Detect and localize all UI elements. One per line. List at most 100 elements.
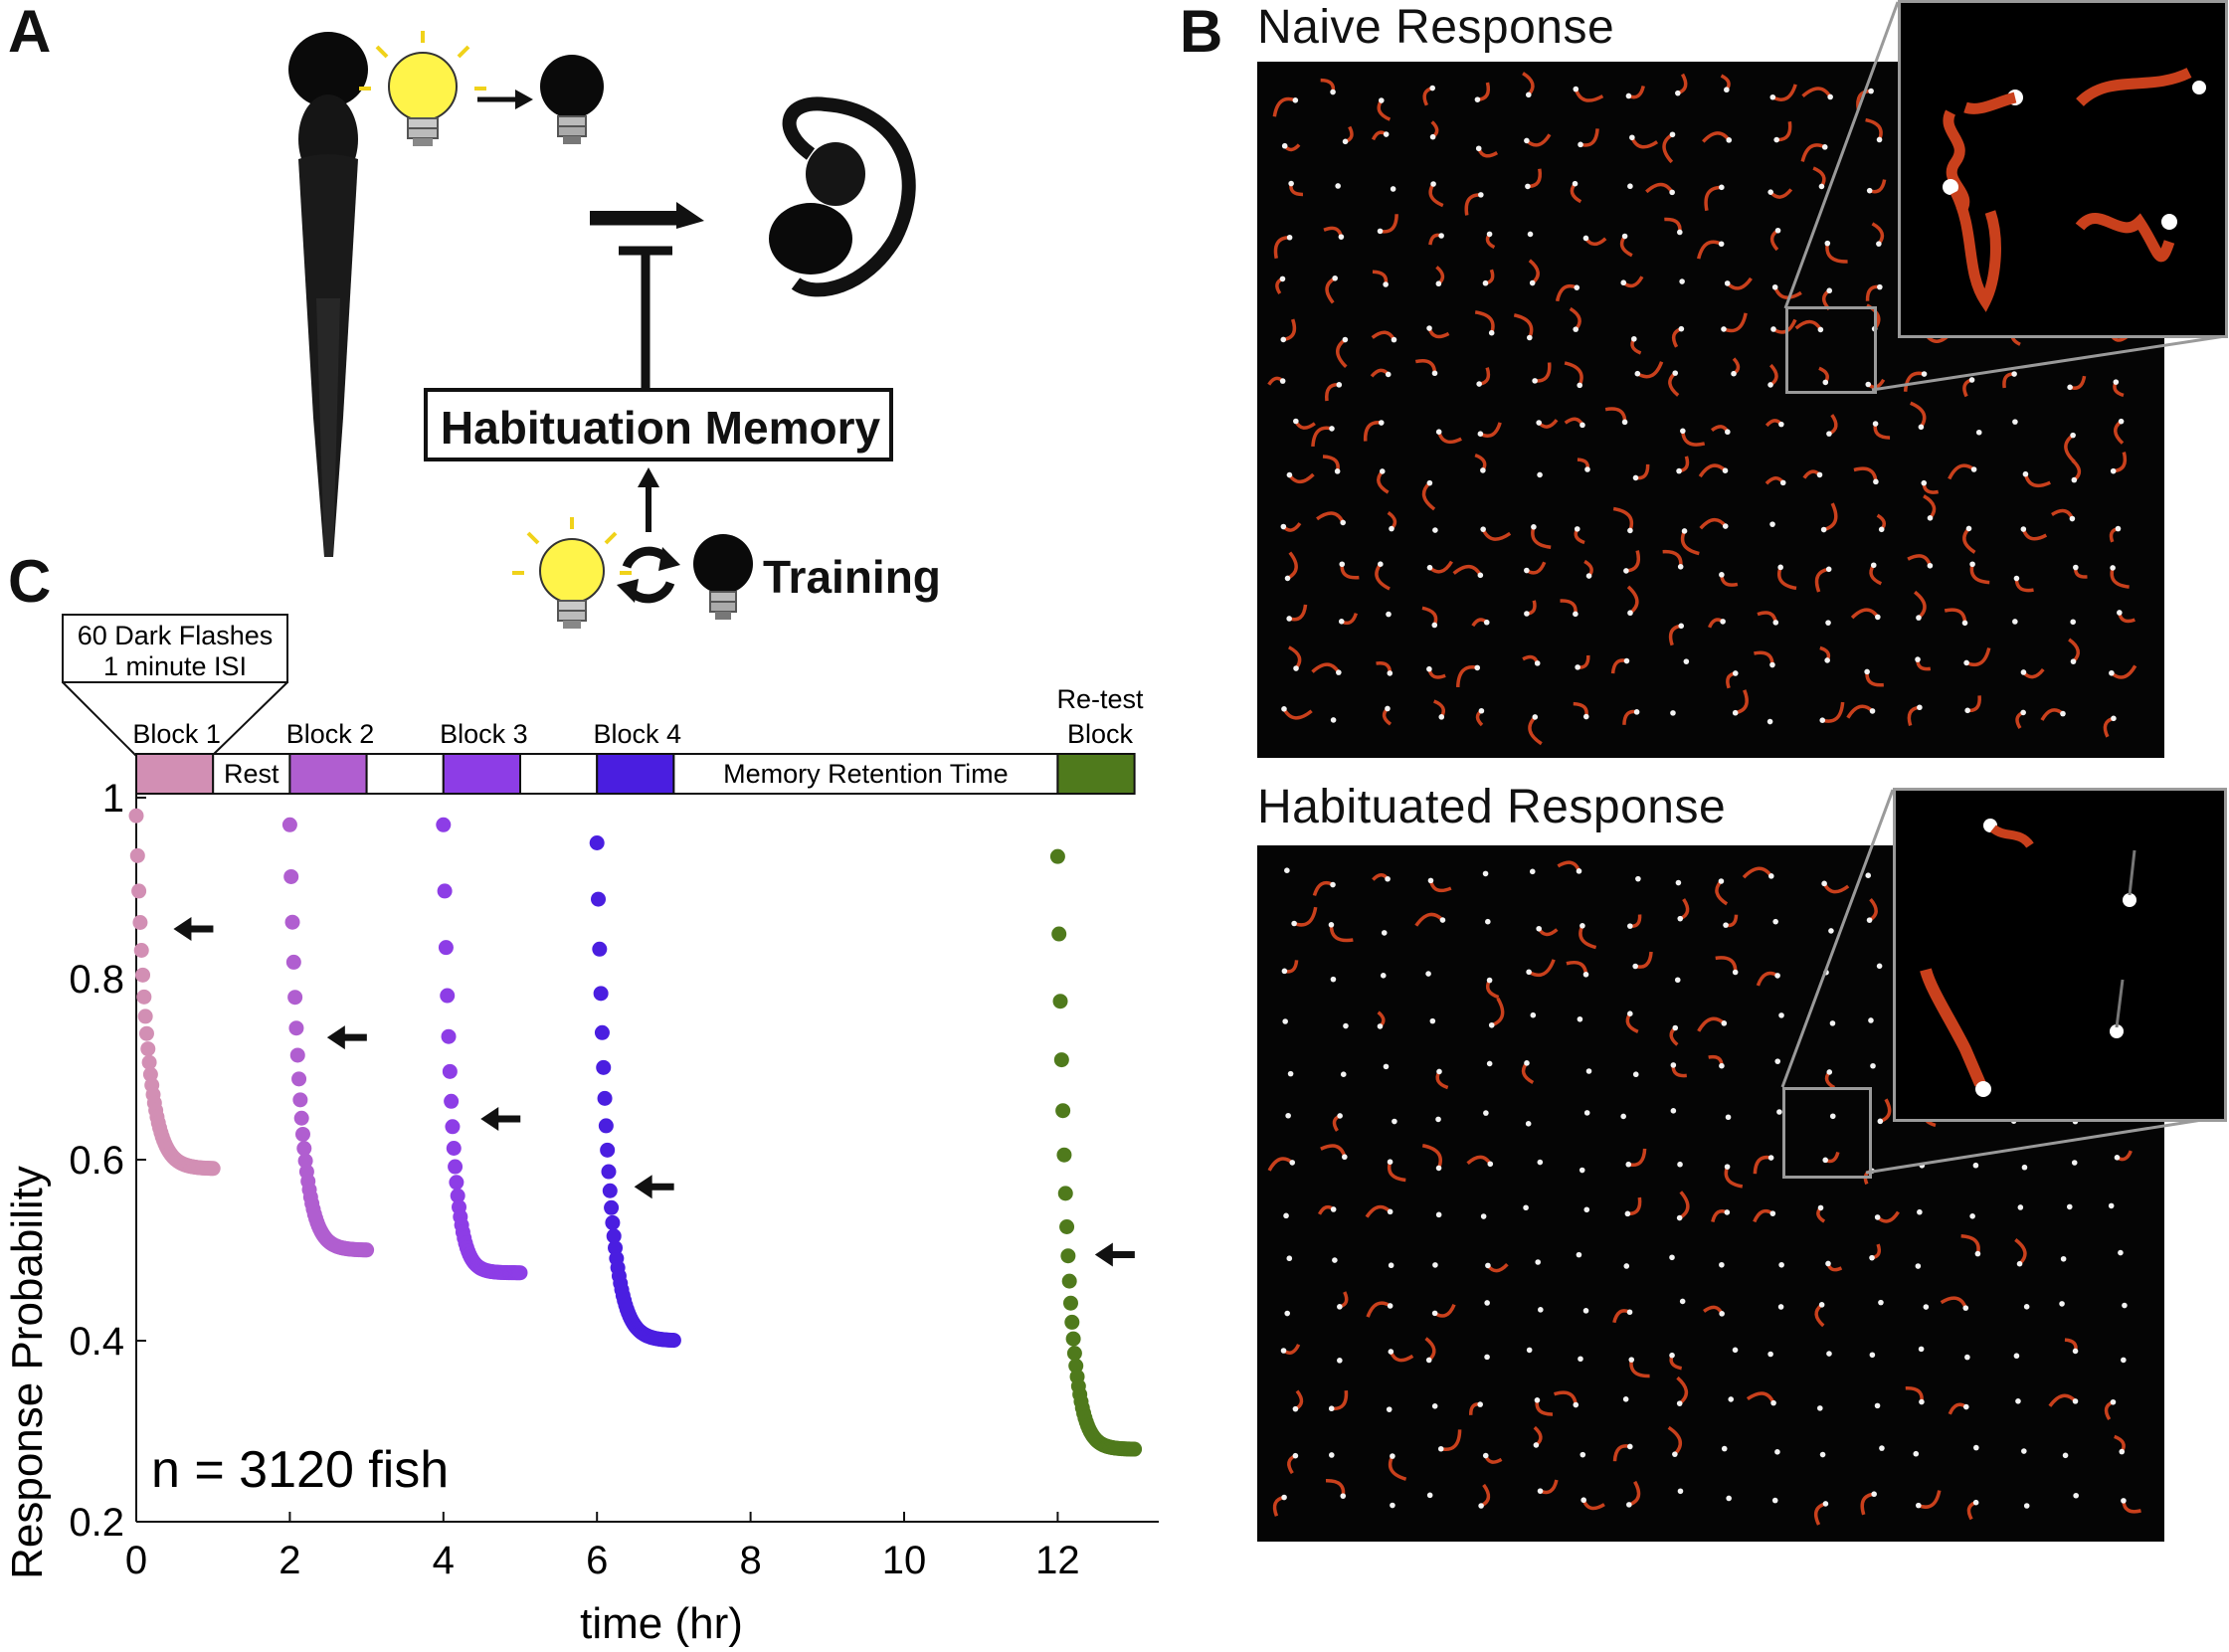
fish-dot xyxy=(1439,917,1446,923)
habituated-zoom-region xyxy=(1782,1087,1872,1179)
fish-dot xyxy=(1483,1110,1489,1116)
data-point xyxy=(296,1141,312,1157)
swim-track xyxy=(1525,561,1547,575)
fish-dot xyxy=(1432,527,1438,533)
data-point xyxy=(292,1092,308,1108)
fish-dot xyxy=(1675,879,1682,886)
fish-dot xyxy=(1963,659,1969,666)
fish-dot xyxy=(1283,1212,1289,1219)
swim-track xyxy=(1622,275,1644,288)
swim-track xyxy=(1777,566,1797,591)
swim-track xyxy=(1627,1196,1642,1216)
swim-track xyxy=(1479,422,1502,439)
fish-dot xyxy=(1972,1162,1979,1169)
fish-dot xyxy=(1974,1250,1981,1257)
fish-dot xyxy=(1623,568,1629,574)
data-point xyxy=(605,1214,621,1230)
swim-track xyxy=(1421,481,1436,511)
fish-dot xyxy=(1435,280,1442,287)
swim-track xyxy=(1876,1210,1900,1223)
fish-dot xyxy=(1383,1063,1390,1070)
fish-dot xyxy=(1828,928,1834,934)
swim-track xyxy=(1522,72,1535,96)
data-point xyxy=(604,1199,620,1215)
fish-dot xyxy=(1340,519,1347,526)
fish-dot xyxy=(1825,566,1832,573)
fish-dot xyxy=(1876,241,1882,247)
fish-dot xyxy=(1536,925,1542,932)
y-tick-label: 0.2 xyxy=(69,1501,124,1545)
swim-track xyxy=(1742,866,1773,879)
swim-track xyxy=(1746,1391,1775,1404)
fish-dot xyxy=(2015,1397,2021,1404)
fish-dot xyxy=(1962,1305,1969,1311)
panel-a-illustration xyxy=(288,31,916,629)
swim-track xyxy=(1696,240,1723,260)
fish-dot xyxy=(1732,670,1739,676)
fish-dot xyxy=(1915,1263,1922,1269)
swim-track xyxy=(1702,131,1731,143)
fish-dot xyxy=(1677,1161,1683,1168)
cycle-icon xyxy=(617,546,680,604)
swim-track xyxy=(1813,1502,1826,1526)
fish-dot xyxy=(1583,1206,1590,1213)
fish-dot xyxy=(1969,561,1975,568)
fish-dot xyxy=(1486,231,1493,238)
fish-dot xyxy=(2023,1304,2030,1310)
fish-dot xyxy=(2021,1164,2028,1171)
data-point xyxy=(1053,1052,1069,1068)
fish-dot xyxy=(1669,1352,1675,1359)
swim-track xyxy=(1466,1155,1492,1166)
fish-dot xyxy=(1287,1070,1294,1077)
swim-track xyxy=(2103,716,2115,738)
fish-dot xyxy=(1386,611,1392,618)
swim-track xyxy=(1628,1480,1641,1507)
timeline-segment xyxy=(135,753,215,795)
fish-dot xyxy=(1482,1452,1489,1459)
fish-dot xyxy=(1386,1406,1393,1412)
data-point xyxy=(281,817,297,832)
data-point xyxy=(138,1025,154,1041)
swim-track xyxy=(2114,420,2125,445)
fish-dot xyxy=(1286,616,1292,622)
data-point xyxy=(600,1142,616,1158)
fish-dot xyxy=(1582,1308,1589,1314)
fish-dot xyxy=(1627,610,1633,617)
data-point xyxy=(449,1175,464,1191)
fish-dot xyxy=(1330,89,1336,95)
fish-dot xyxy=(1279,275,1286,282)
data-point xyxy=(289,1047,305,1063)
arrow-right-icon xyxy=(477,90,533,109)
fish-dot xyxy=(1870,562,1877,569)
fish-dot xyxy=(1280,336,1287,343)
fish-dot xyxy=(2066,1203,2073,1210)
data-point xyxy=(1061,1273,1077,1289)
fish-dot xyxy=(1827,93,1833,100)
fish-dot xyxy=(1872,421,1879,427)
fish-dot xyxy=(1669,131,1676,138)
fish-dot xyxy=(1378,420,1385,426)
swim-track xyxy=(1619,235,1633,258)
fish-dot xyxy=(1377,228,1384,235)
fish-dot xyxy=(1719,1062,1725,1069)
swim-track xyxy=(1282,318,1297,342)
chart-points xyxy=(128,808,1143,1457)
fish-dot xyxy=(1771,283,1778,290)
data-point xyxy=(283,868,299,884)
fish-dot xyxy=(1869,1352,1876,1359)
fish-dot xyxy=(1523,1204,1529,1211)
swim-track xyxy=(1555,283,1578,302)
fish-dot xyxy=(1387,1159,1393,1165)
swim-track xyxy=(1757,611,1777,624)
fish-dot xyxy=(1672,1024,1679,1031)
fish-dot xyxy=(1280,1348,1287,1354)
fish-dot xyxy=(1280,523,1287,530)
fish-dot xyxy=(1817,326,1824,333)
swim-track xyxy=(1365,1204,1392,1218)
fish-dot xyxy=(1725,429,1731,436)
fish-dot xyxy=(1774,1449,1780,1455)
fish-dot xyxy=(1968,377,1975,383)
swim-track xyxy=(1525,133,1552,147)
fish-dot xyxy=(1338,619,1345,625)
lightbulb-off-icon xyxy=(540,55,604,144)
